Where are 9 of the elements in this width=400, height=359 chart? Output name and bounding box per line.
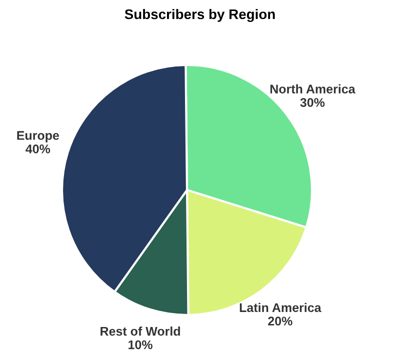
data-label: 40% (26, 144, 50, 154)
data-label: 30% (300, 98, 325, 107)
data-label: 10% (128, 340, 152, 350)
slice-label: North America (270, 84, 356, 94)
slice-label: Europe (17, 131, 60, 142)
data-label: 20% (268, 316, 292, 326)
slice-label: Rest of World (100, 326, 180, 336)
chart-title: Subscribers by Region (124, 8, 275, 22)
slice-label: Latin America (240, 302, 322, 312)
